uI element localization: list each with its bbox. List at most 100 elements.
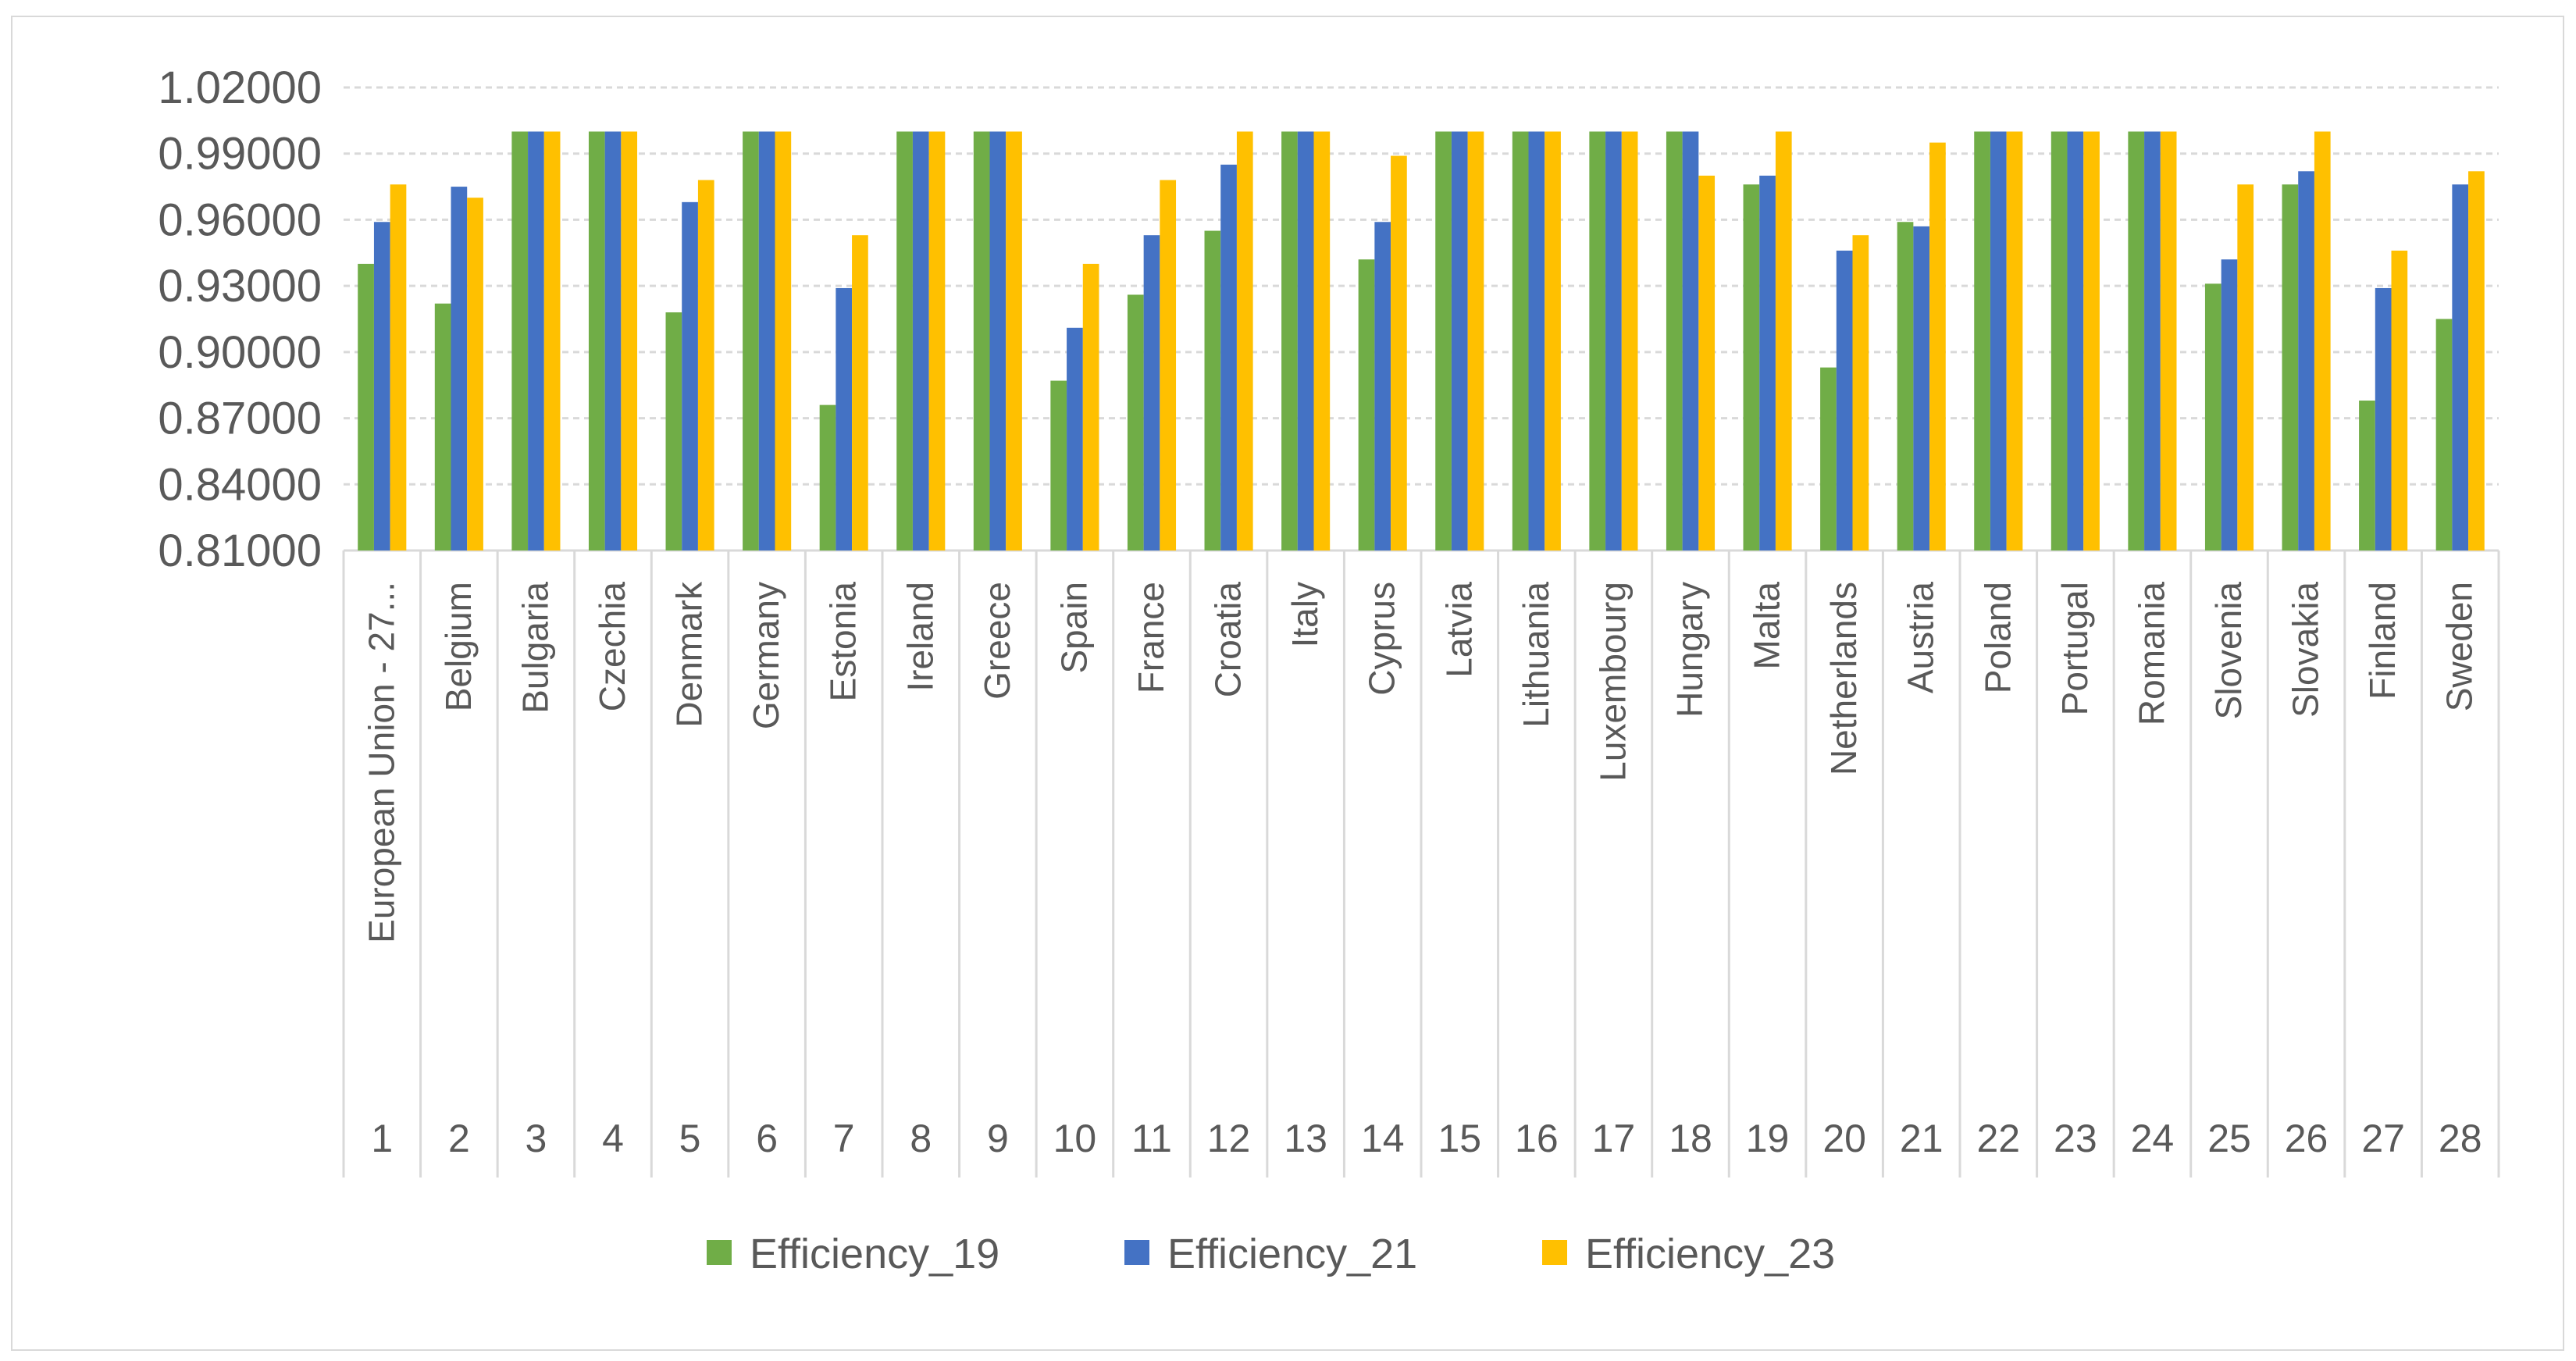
bar-efficiency-21-10 (1067, 327, 1083, 550)
bar-efficiency-23-11 (1160, 180, 1177, 550)
category-index-label: 15 (1438, 1117, 1481, 1160)
category-label: Ireland (900, 582, 940, 692)
category-index-label: 24 (2131, 1117, 2175, 1160)
category-index-label: 14 (1361, 1117, 1405, 1160)
bar-efficiency-21-20 (1836, 250, 1853, 550)
bar-efficiency-21-7 (836, 287, 853, 550)
category-index-label: 25 (2207, 1117, 2251, 1160)
y-tick-label: 0.87000 (158, 394, 322, 444)
bar-efficiency-21-5 (682, 201, 698, 550)
y-tick-label: 0.84000 (158, 459, 322, 510)
bar-efficiency-19-8 (896, 131, 913, 550)
category-label: Slovakia (2286, 582, 2326, 718)
bar-efficiency-23-17 (1621, 131, 1638, 550)
bar-efficiency-21-17 (1605, 131, 1622, 550)
category-label: Germany (746, 582, 786, 729)
category-label: Hungary (1669, 582, 1710, 718)
bar-efficiency-23-22 (2006, 131, 2023, 550)
category-label: Greece (977, 582, 1017, 700)
bar-efficiency-19-9 (973, 131, 990, 550)
bar-efficiency-21-19 (1759, 175, 1776, 550)
bar-efficiency-19-19 (1743, 184, 1760, 550)
bar-efficiency-23-25 (2237, 184, 2254, 550)
category-index-label: 4 (602, 1117, 624, 1160)
y-tick-label: 1.02000 (158, 62, 322, 113)
bar-efficiency-19-5 (665, 312, 682, 550)
category-label: Malta (1747, 582, 1787, 670)
bar-efficiency-19-6 (743, 131, 759, 550)
bar-efficiency-23-13 (1313, 131, 1331, 550)
y-tick-label: 0.99000 (158, 129, 322, 180)
category-index-label: 28 (2439, 1117, 2482, 1160)
bar-efficiency-19-27 (2359, 400, 2375, 550)
category-label: Belgium (438, 582, 479, 711)
bar-efficiency-19-18 (1666, 131, 1683, 550)
category-index-label: 6 (756, 1117, 778, 1160)
bar-efficiency-19-23 (2050, 131, 2068, 550)
bar-efficiency-21-12 (1220, 164, 1237, 551)
bar-efficiency-19-24 (2128, 131, 2145, 550)
bar-efficiency-21-9 (989, 131, 1007, 550)
bar-efficiency-21-2 (451, 187, 468, 551)
bar-efficiency-19-12 (1204, 230, 1221, 550)
legend-label: Efficiency_21 (1167, 1231, 1417, 1277)
category-index-label: 21 (1900, 1117, 1944, 1160)
bar-efficiency-19-25 (2204, 283, 2221, 550)
category-label: Austria (1901, 582, 1941, 694)
bar-efficiency-21-18 (1682, 131, 1699, 550)
category-label: Spain (1053, 582, 1094, 674)
bar-efficiency-23-8 (928, 131, 946, 550)
bar-efficiency-19-17 (1589, 131, 1606, 550)
legend-label: Efficiency_23 (1585, 1231, 1835, 1277)
bar-efficiency-21-21 (1913, 226, 1930, 550)
bar-efficiency-21-24 (2144, 131, 2161, 550)
bar-efficiency-23-26 (2314, 131, 2331, 550)
bar-efficiency-23-7 (852, 235, 868, 550)
bar-efficiency-23-6 (775, 131, 792, 550)
y-tick-label: 0.81000 (158, 526, 322, 576)
category-label: Denmark (669, 581, 710, 728)
category-table: European Union - 27... 1 Belgium 2 Bulgaria 3… (342, 550, 2500, 1178)
bar-efficiency-19-2 (434, 303, 451, 550)
bar-efficiency-21-16 (1528, 131, 1545, 550)
bar-efficiency-23-12 (1236, 131, 1253, 550)
bar-efficiency-19-11 (1127, 294, 1144, 550)
bar-efficiency-21-26 (2298, 171, 2314, 551)
category-index-label: 5 (679, 1117, 701, 1160)
bar-efficiency-19-15 (1435, 131, 1452, 550)
category-index-label: 19 (1746, 1117, 1790, 1160)
category-index-label: 7 (833, 1117, 855, 1160)
bar-efficiency-23-24 (2160, 131, 2177, 550)
bar-efficiency-23-18 (1698, 175, 1716, 550)
bar-efficiency-19-22 (1974, 131, 1990, 550)
category-label: Finland (2362, 582, 2403, 700)
bar-efficiency-21-6 (758, 131, 775, 550)
bar-efficiency-23-2 (467, 198, 483, 550)
category-index-label: 18 (1669, 1117, 1712, 1160)
bar-efficiency-21-13 (1297, 131, 1314, 550)
bar-efficiency-21-3 (528, 131, 544, 550)
legend-swatch-efficiency-19 (707, 1240, 732, 1265)
bar-efficiency-19-7 (819, 404, 836, 550)
bar-efficiency-23-9 (1006, 131, 1022, 550)
category-label: Italy (1284, 582, 1325, 647)
bar-efficiency-21-8 (912, 131, 929, 550)
bar-efficiency-23-21 (1929, 142, 1946, 551)
category-index-label: 10 (1053, 1117, 1097, 1160)
category-index-label: 2 (448, 1117, 470, 1160)
bar-efficiency-19-10 (1050, 380, 1067, 550)
bar-efficiency-23-28 (2468, 171, 2485, 551)
bar-efficiency-21-14 (1374, 222, 1391, 550)
bars (358, 131, 2485, 551)
bar-efficiency-21-4 (604, 131, 622, 550)
bar-efficiency-23-4 (621, 131, 638, 550)
bar-efficiency-21-28 (2452, 184, 2469, 550)
bar-efficiency-21-25 (2221, 259, 2238, 550)
bar-efficiency-23-27 (2391, 250, 2408, 550)
bar-efficiency-21-27 (2375, 287, 2392, 550)
category-label: Romania (2131, 582, 2172, 726)
category-label: Croatia (1208, 582, 1249, 698)
bar-efficiency-23-15 (1467, 131, 1484, 550)
category-index-label: 1 (371, 1117, 393, 1160)
